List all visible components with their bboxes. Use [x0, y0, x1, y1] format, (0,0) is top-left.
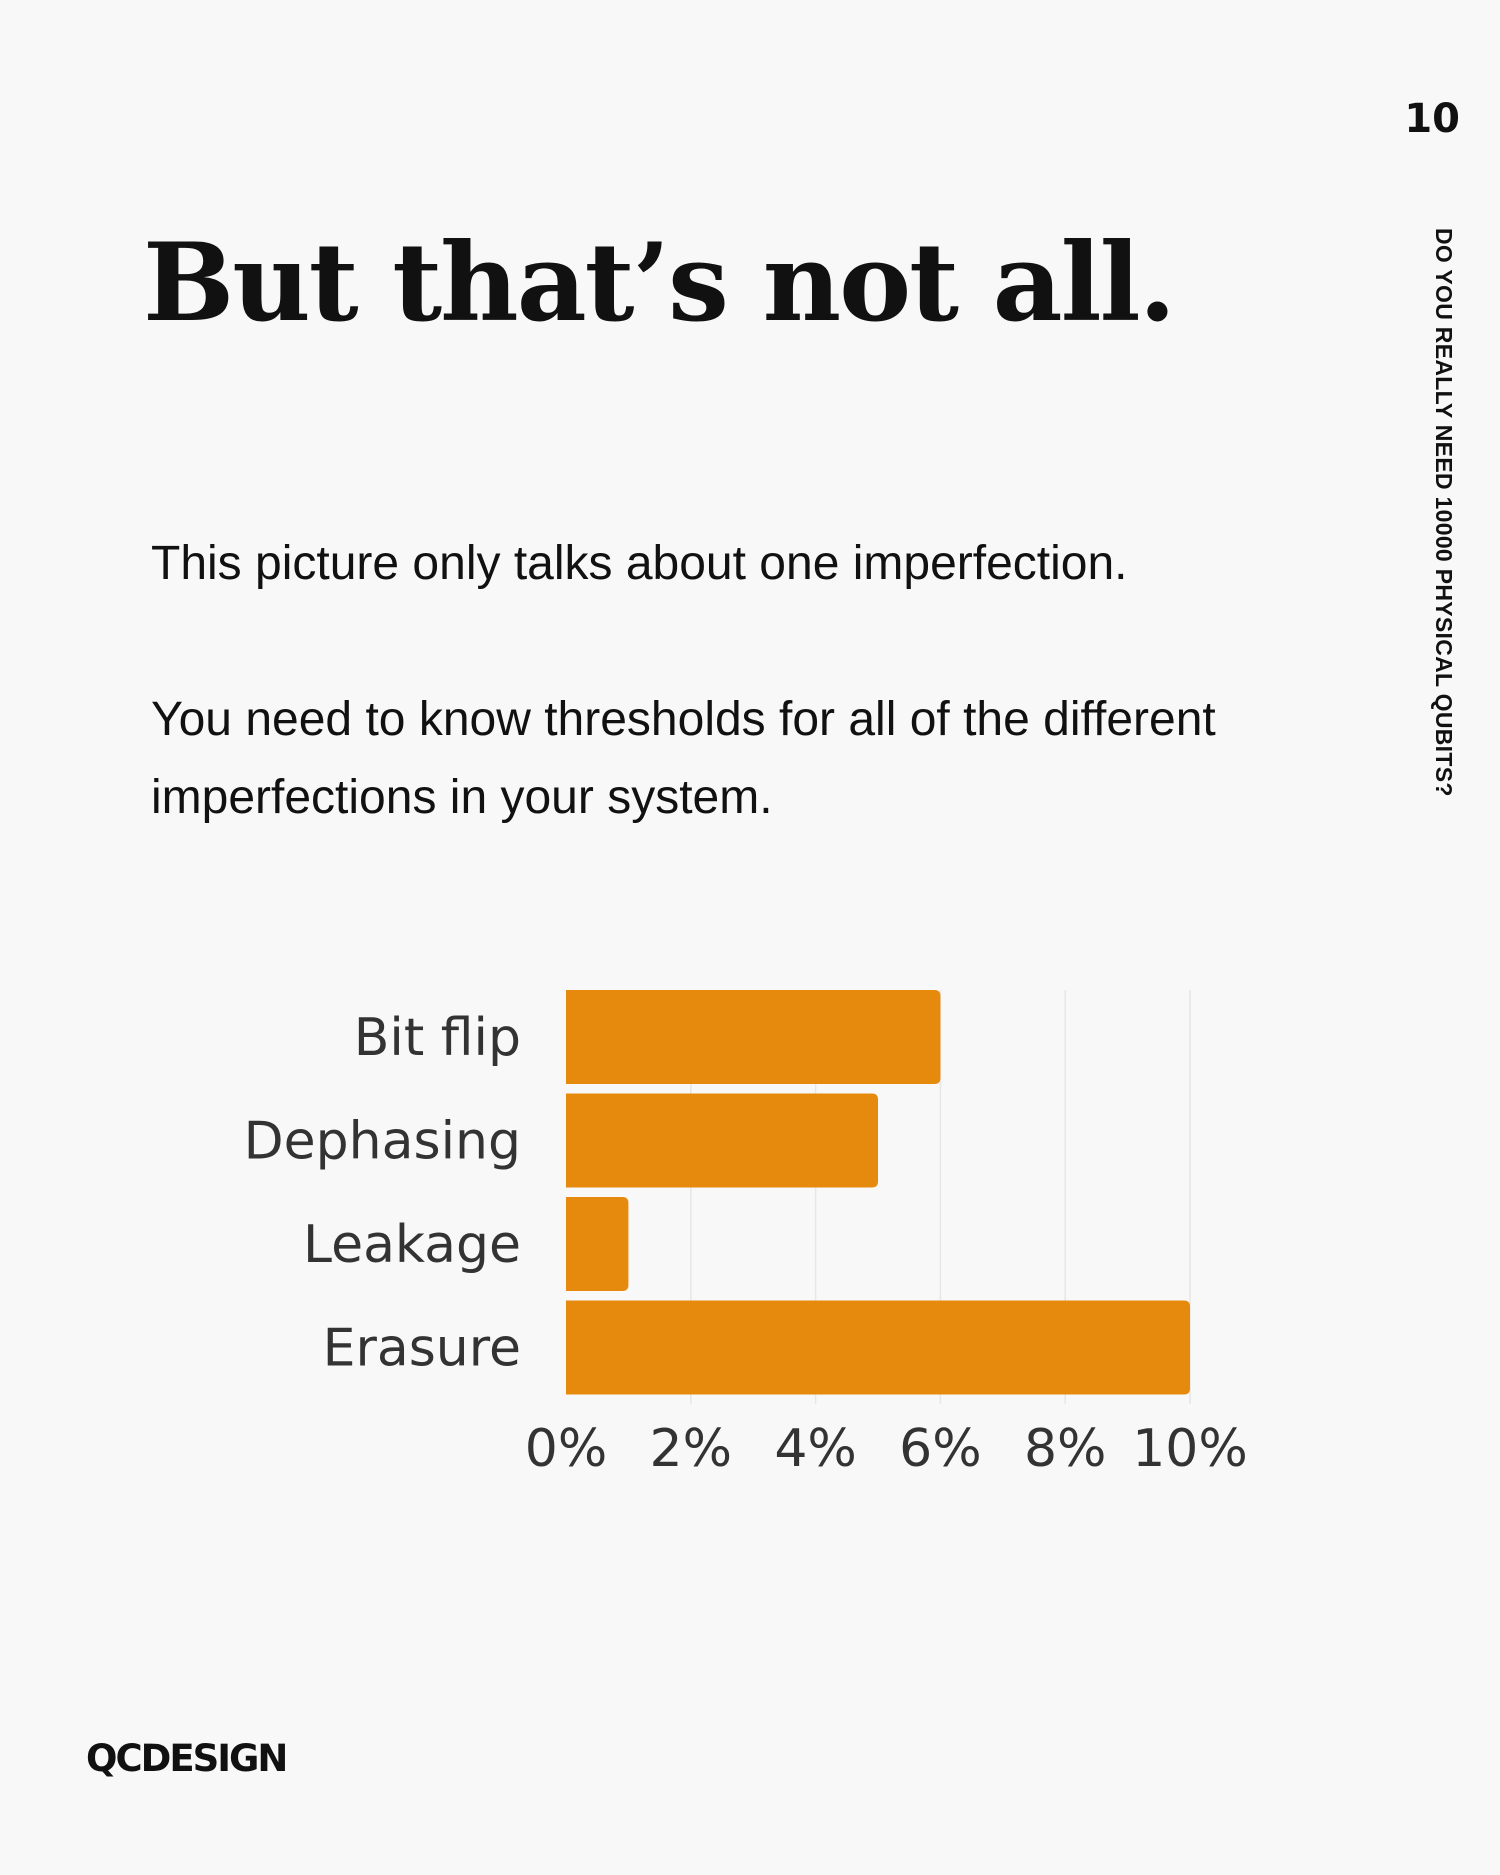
paragraph-2: You need to know thresholds for all of t…: [151, 693, 1216, 824]
x-tick-label: 10%: [1132, 1419, 1248, 1479]
x-tick-label: 2%: [650, 1419, 733, 1479]
category-label: Bit flip: [354, 1008, 521, 1068]
x-tick-label: 0%: [525, 1419, 608, 1479]
x-tick-label: 4%: [774, 1419, 857, 1479]
bar-dephasing: [566, 1093, 878, 1188]
category-label: Leakage: [303, 1215, 521, 1275]
bar-bit-flip: [566, 990, 941, 1084]
page-number: 10: [1404, 96, 1460, 142]
category-label: Erasure: [323, 1319, 521, 1379]
paragraph-1: This picture only talks about one imperf…: [151, 537, 1128, 590]
qcdesign-logo: QCDESIGN: [86, 1737, 288, 1780]
side-title: DO YOU REALLY NEED 10000 PHYSICAL QUBITS…: [1431, 228, 1457, 797]
category-label: Dephasing: [244, 1112, 521, 1172]
page-title: But that’s not all.: [143, 220, 1176, 346]
x-tick-label: 6%: [899, 1419, 982, 1479]
bar-leakage: [566, 1197, 629, 1291]
bar-erasure: [566, 1300, 1190, 1395]
x-tick-label: 8%: [1024, 1419, 1107, 1479]
